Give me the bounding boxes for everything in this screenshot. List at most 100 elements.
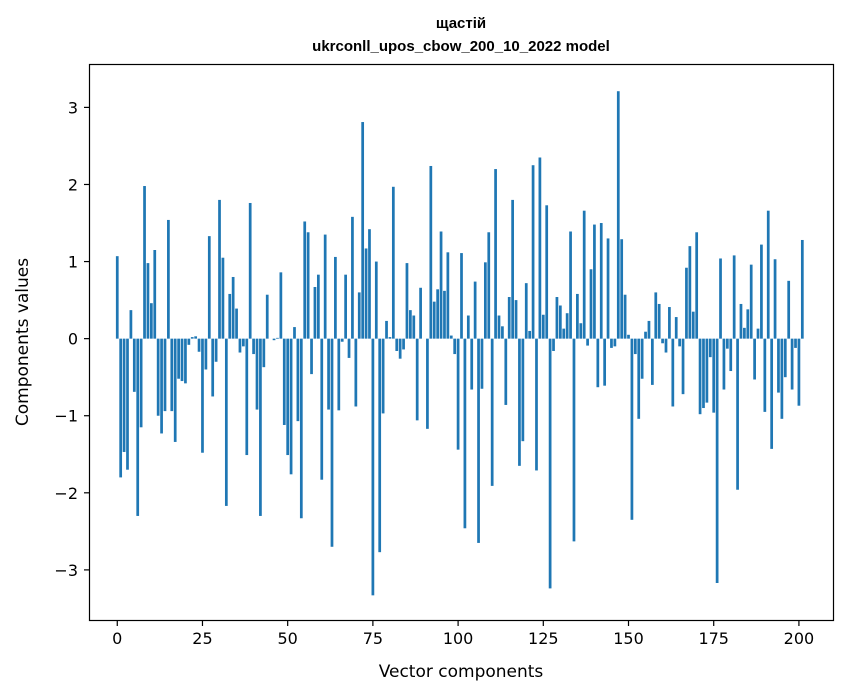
plot-frame: [88, 63, 835, 622]
bar: [184, 338, 187, 384]
bar: [760, 244, 763, 339]
bar: [501, 326, 504, 339]
bar: [610, 338, 613, 348]
bar: [780, 338, 784, 419]
bar: [248, 202, 252, 339]
y-tick-label: −1: [54, 407, 78, 426]
bar: [221, 257, 225, 339]
x-axis-label: Vector components: [379, 662, 544, 682]
bar: [800, 239, 804, 339]
bar: [681, 338, 685, 395]
bar: [180, 338, 184, 382]
bar: [194, 336, 198, 339]
x-tick-label: 200: [784, 629, 815, 648]
bar: [521, 338, 525, 442]
bar: [286, 338, 290, 456]
bar: [453, 338, 457, 355]
bar: [541, 314, 545, 339]
bar: [238, 338, 242, 353]
bar: [702, 338, 705, 409]
bar: [156, 338, 160, 416]
bar: [245, 338, 249, 456]
bar: [766, 210, 770, 339]
bar: [770, 338, 774, 449]
bar: [477, 338, 480, 543]
bar: [293, 327, 296, 339]
bar: [173, 338, 177, 442]
bar: [756, 328, 760, 339]
bar: [371, 338, 375, 596]
bar: [177, 338, 180, 379]
bar: [623, 294, 627, 339]
bar: [231, 276, 235, 339]
bar: [146, 263, 150, 339]
bar: [620, 239, 624, 339]
bar: [126, 338, 129, 470]
bar: [357, 292, 361, 339]
bar: [207, 236, 211, 339]
bar: [480, 338, 484, 389]
bar: [327, 338, 330, 410]
bar: [565, 313, 569, 339]
bar: [545, 205, 549, 339]
bar: [603, 338, 607, 386]
bar: [514, 300, 518, 339]
bar: [518, 338, 521, 466]
x-tick-label: 75: [363, 629, 383, 648]
bar: [507, 297, 511, 339]
bar: [555, 297, 559, 339]
bar: [296, 338, 300, 422]
bar: [344, 274, 347, 339]
bar: [255, 338, 259, 410]
bar: [470, 338, 474, 390]
bar: [736, 338, 739, 490]
bar: [115, 256, 119, 339]
bar: [606, 238, 610, 339]
bar: [391, 186, 395, 339]
bar: [449, 335, 453, 339]
bar: [340, 338, 344, 342]
bar: [310, 338, 313, 375]
bar: [705, 338, 709, 403]
bar: [644, 331, 647, 339]
bar: [511, 199, 514, 339]
bar: [688, 246, 692, 339]
bar: [572, 338, 576, 542]
y-tick-label: 1: [68, 253, 78, 272]
bar: [698, 338, 702, 415]
bar: [586, 338, 589, 346]
bar: [409, 310, 412, 339]
bar: [218, 199, 221, 339]
bar: [630, 338, 634, 520]
bar: [647, 320, 651, 339]
chart-title: щастій: [436, 15, 486, 32]
bar: [661, 338, 664, 344]
bar: [528, 330, 532, 339]
bar: [368, 229, 371, 339]
bar: [316, 274, 320, 339]
bar: [463, 338, 467, 529]
bar-series: [115, 91, 804, 596]
bar: [439, 231, 443, 339]
bar: [446, 252, 450, 339]
bar: [668, 307, 671, 339]
bar: [197, 338, 201, 352]
bar: [242, 338, 245, 347]
bar: [139, 338, 143, 428]
bar: [282, 338, 286, 425]
bar: [337, 338, 341, 411]
bar: [201, 338, 204, 453]
bar: [299, 338, 303, 519]
bar: [149, 303, 153, 339]
bar: [732, 255, 736, 339]
bar: [678, 338, 681, 347]
bar: [129, 310, 133, 339]
bar: [204, 338, 208, 370]
bar: [657, 303, 661, 339]
bar: [119, 338, 123, 478]
bar: [224, 338, 228, 506]
y-tick-label: 2: [68, 175, 78, 194]
bar: [654, 292, 658, 339]
y-tick-label: 0: [68, 330, 78, 349]
